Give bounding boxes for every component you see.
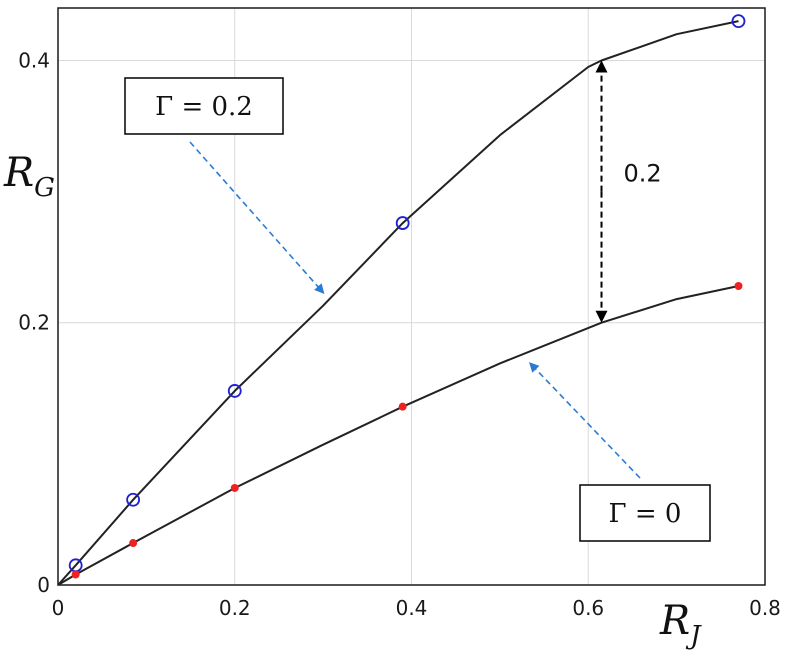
annotation-gamma-02: Γ = 0.2 <box>155 92 253 122</box>
series-markers <box>68 14 746 579</box>
x-tick-labels: 0 0.2 0.4 0.6 0.8 <box>52 596 781 620</box>
annotation-arrow-gamma-02 <box>189 141 325 294</box>
series-point-1 <box>129 539 138 548</box>
x-tick-label: 0.2 <box>219 596 251 620</box>
annotation-gamma-0: Γ = 0 <box>609 499 682 529</box>
y-axis-label: RG <box>3 150 55 203</box>
series-point-0 <box>227 384 242 398</box>
annotations: Γ = 0.2 Γ = 0 0.2 <box>124 60 711 542</box>
series-point-1 <box>230 483 239 492</box>
annotation-arrow-gamma-0 <box>529 362 641 479</box>
series-point-1 <box>398 402 407 411</box>
x-tick-label: 0 <box>52 596 65 620</box>
series-point-0 <box>126 492 141 507</box>
series-point-1 <box>734 282 743 291</box>
x-axis-label-sub: J <box>685 621 702 651</box>
x-tick-label: 0.6 <box>572 596 604 620</box>
annotation-box-gamma-0 <box>579 484 711 542</box>
series-lines <box>57 20 739 586</box>
series-point-0 <box>731 14 746 29</box>
x-tick-label: 0.8 <box>749 596 781 620</box>
difference-label: 0.2 <box>624 160 662 188</box>
x-tick-label: 0.4 <box>396 596 428 620</box>
series-point-0 <box>395 216 410 230</box>
x-axis-label: RJ <box>659 598 702 651</box>
plot-frame <box>57 7 766 586</box>
x-axis-label-main: R <box>659 598 690 644</box>
series-line-1 <box>57 285 739 586</box>
y-tick-label: 0.4 <box>18 48 50 72</box>
y-axis-label-main: R <box>3 150 34 196</box>
y-axis-label-sub: G <box>34 173 55 203</box>
y-tick-label: 0.2 <box>18 311 50 335</box>
y-tick-label: 0 <box>37 573 50 597</box>
y-tick-labels: 0 0.2 0.4 <box>18 48 50 597</box>
annotation-box-gamma-02 <box>124 77 284 135</box>
series-point-1 <box>71 570 80 579</box>
series-line-0 <box>57 20 739 586</box>
